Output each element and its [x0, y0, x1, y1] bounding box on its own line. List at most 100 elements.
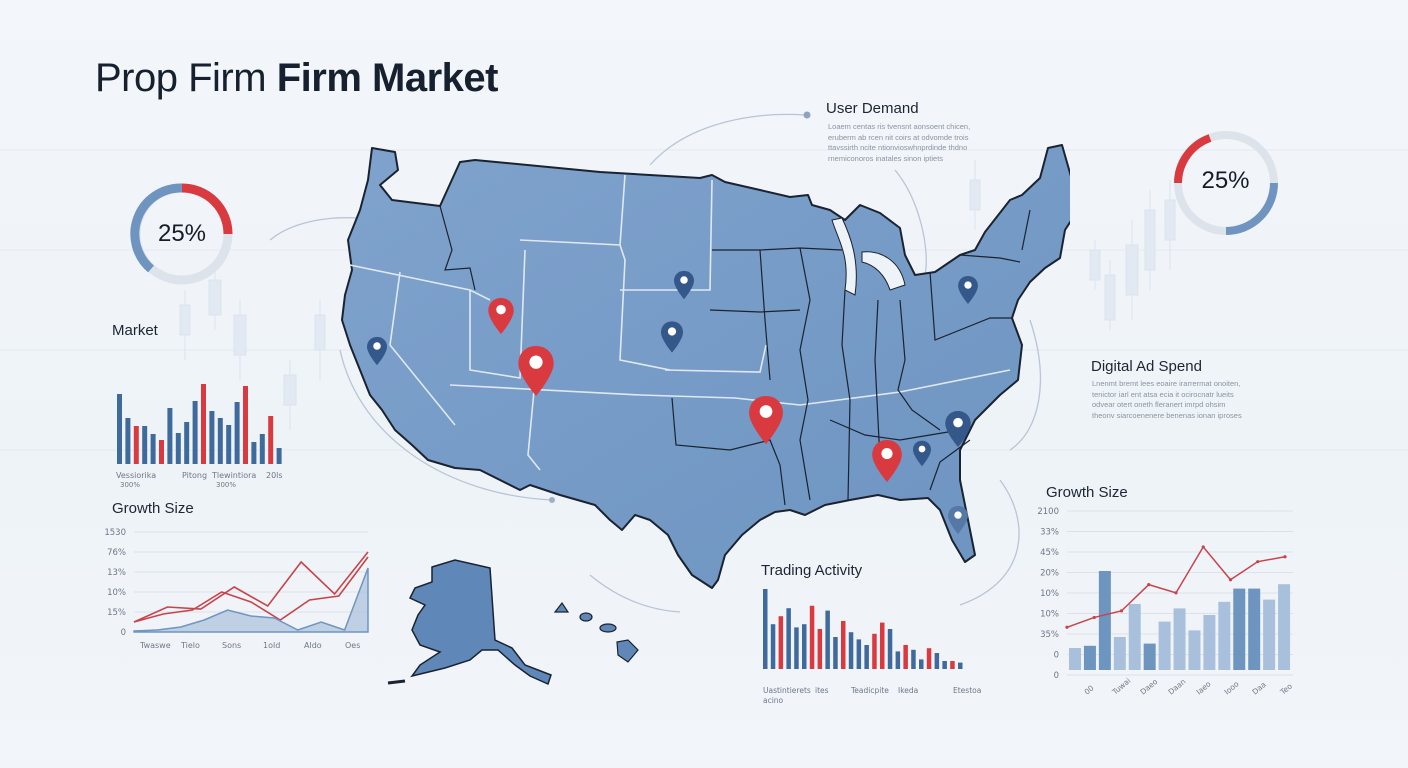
- title-light: Prop Firm: [95, 56, 267, 100]
- growth-right-bar: [1203, 615, 1216, 670]
- trading-x-label: Etestoa: [953, 686, 981, 695]
- y-tick: 76%: [107, 548, 126, 558]
- user-demand-body: Loaem centas ris tvensnt aonsoent chicen…: [828, 122, 971, 163]
- growth-left-heading: Growth Size: [112, 500, 194, 517]
- digital-ad-spend-heading: Digital Ad Spend: [1091, 358, 1202, 375]
- y-tick: 10%: [107, 588, 126, 598]
- market-bar: [133, 426, 139, 464]
- x-tick: Oes: [345, 641, 360, 650]
- user-demand-heading: User Demand: [826, 100, 919, 117]
- market-bar: [117, 394, 122, 464]
- state-borders: [349, 174, 1011, 471]
- title-bold: Firm Market: [276, 56, 499, 100]
- growth-right-bar: [1218, 601, 1231, 670]
- x-tick: Tuwai: [1110, 676, 1133, 697]
- trading-bar: [809, 605, 815, 669]
- market-bar: [209, 411, 215, 464]
- svg-text:300%: 300%: [216, 481, 236, 489]
- market-bar: [234, 402, 240, 464]
- y-tick: 15%: [107, 608, 126, 618]
- x-tick: Daan: [1167, 677, 1188, 697]
- trading-x-label: ites: [815, 686, 829, 695]
- trading-bar: [864, 645, 869, 669]
- lake-huron: [861, 251, 906, 291]
- x-tick: Twaswe: [139, 641, 171, 650]
- x-tick: Daa: [1251, 680, 1268, 697]
- trading-bar: [825, 610, 830, 669]
- page-title: Prop Firm Firm Market: [95, 56, 498, 101]
- red-line-series: [133, 556, 369, 623]
- alaska-shape: [408, 559, 552, 686]
- market-bar: [125, 418, 131, 464]
- x-tick: Iooo: [1223, 679, 1241, 696]
- market-bar: [142, 426, 148, 464]
- growth-right-bar: [1143, 643, 1156, 670]
- trading-bar: [926, 648, 932, 669]
- growth-right-line: [1065, 545, 1287, 629]
- growth-right-bar: [1128, 604, 1141, 670]
- trading-bar: [880, 622, 885, 669]
- growth-right-bar: [1083, 645, 1096, 670]
- growth-right-bars: [1069, 571, 1291, 670]
- gauge-right-ring: [1174, 131, 1278, 235]
- blue-area-series: [133, 567, 369, 633]
- trading-x-label: Teadicpite: [850, 686, 889, 695]
- market-bar: [175, 433, 181, 464]
- market-bars: [117, 384, 282, 464]
- growth-left-x-labels: Twaswe Tielo Sons 1old Aldo Oes: [139, 641, 360, 650]
- trading-bar: [763, 589, 768, 669]
- y-tick: 13%: [107, 568, 126, 578]
- growth-right-bar: [1098, 571, 1111, 670]
- x-tick: 1old: [263, 641, 280, 650]
- gauge-right-value: 25%: [1201, 167, 1250, 194]
- svg-text:acino: acino: [763, 696, 784, 705]
- market-bar: [201, 384, 206, 464]
- y-tick: 33%: [1040, 528, 1059, 538]
- market-bar: [184, 422, 190, 464]
- growth-right-bar: [1113, 637, 1126, 670]
- market-bar: [226, 425, 232, 464]
- y-tick: 10%: [1040, 589, 1059, 599]
- x-tick: Aldo: [304, 641, 322, 650]
- market-bar: [268, 416, 274, 464]
- hawaii-shape: [553, 601, 639, 663]
- y-tick: 0: [121, 628, 126, 638]
- y-tick: 1530: [104, 528, 126, 538]
- market-bar: [276, 448, 282, 464]
- y-tick: 0: [1054, 671, 1059, 681]
- market-bar: [159, 440, 164, 464]
- market-x-label: Pitong: [182, 471, 207, 480]
- trading-x-label: Uastintierets: [763, 686, 811, 695]
- us-mainland-shape: [341, 144, 1070, 589]
- x-tick: Daeo: [1139, 677, 1160, 697]
- x-tick: Teo: [1278, 681, 1294, 697]
- market-x-label: Tlewintiora: [211, 471, 256, 480]
- growth-right-x-labels: 00 Tuwai Daeo Daan Iaeo Iooo Daa Teo: [1083, 676, 1295, 697]
- growth-right-bar: [1158, 621, 1171, 670]
- trading-bar: [895, 651, 901, 669]
- y-tick: 20%: [1040, 569, 1059, 579]
- trading-bar: [833, 637, 838, 669]
- market-bar: [243, 386, 248, 464]
- gauge-left-value: 25%: [157, 220, 207, 247]
- growth-right-bar: [1173, 608, 1186, 670]
- market-bar: [251, 442, 257, 464]
- gauge-right: 25%: [1168, 128, 1283, 240]
- trading-bar: [903, 645, 908, 669]
- trading-bar: [911, 649, 916, 669]
- trading-bar: [778, 616, 784, 669]
- trading-bar: [802, 624, 807, 669]
- y-tick: 10%: [1040, 610, 1059, 620]
- x-tick: Tielo: [180, 641, 200, 650]
- growth-right-bar: [1248, 588, 1261, 670]
- trading-bar: [770, 624, 776, 669]
- trading-bar: [942, 661, 947, 669]
- growth-right-bar: [1188, 630, 1201, 670]
- trading-bar: [794, 627, 799, 669]
- trading-bar: [958, 662, 963, 669]
- y-tick: 2100: [1037, 507, 1059, 517]
